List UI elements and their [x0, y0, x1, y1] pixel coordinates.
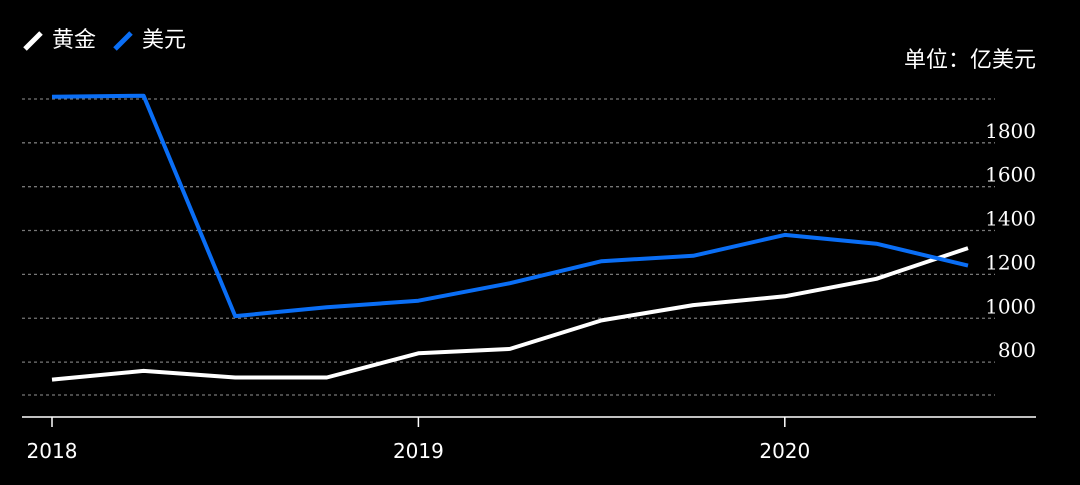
- unit-label: 单位：亿美元: [903, 48, 1036, 73]
- slash-swatch-icon: [112, 30, 134, 52]
- legend: 黄金 美元: [22, 24, 186, 58]
- x-tick-label: 2019: [393, 439, 444, 463]
- y-tick-label: 1600: [985, 163, 1036, 187]
- legend-item-gold: 黄金: [22, 24, 96, 58]
- x-tick-label: 2018: [27, 439, 78, 463]
- y-tick-label: 1800: [985, 119, 1036, 143]
- x-tick-label: 2020: [759, 439, 810, 463]
- legend-item-usd: 美元: [112, 24, 186, 58]
- y-tick-label: 800: [998, 338, 1036, 362]
- legend-label-gold: 黄金: [52, 28, 97, 53]
- legend-label-usd: 美元: [142, 28, 187, 53]
- y-tick-label: 1400: [985, 207, 1036, 231]
- series-line-usd: [51, 93, 969, 319]
- y-tick-label: 1200: [985, 250, 1036, 274]
- slash-swatch-icon: [22, 30, 44, 52]
- series-line-gold: [51, 246, 969, 382]
- y-tick-label: 1000: [985, 294, 1036, 318]
